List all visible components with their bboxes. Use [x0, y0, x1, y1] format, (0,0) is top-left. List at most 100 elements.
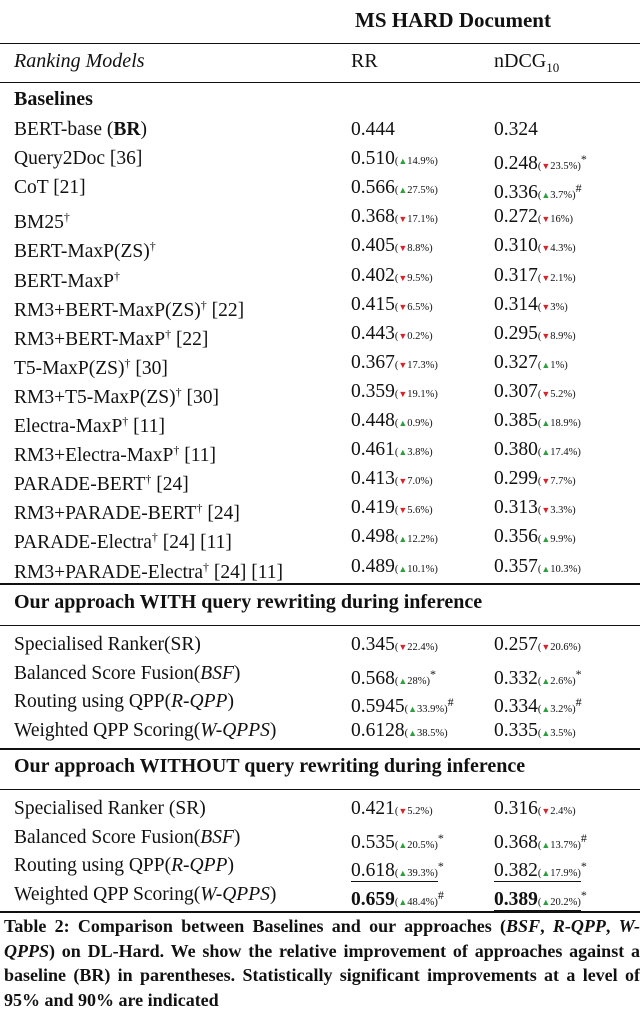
- caption-part-3: ,: [605, 916, 619, 936]
- rr-change-value: 6.5%: [407, 301, 430, 313]
- model-name-italic: BSF: [200, 826, 234, 848]
- model-name: RM3+BERT-MaxP(ZS)† [22]: [14, 291, 244, 325]
- rr-value: 0.419: [351, 497, 395, 519]
- up-arrow-icon: ▲: [541, 727, 551, 738]
- rr-value: 0.510: [351, 148, 395, 170]
- nd-change-value: 4.3%: [550, 243, 573, 255]
- down-arrow-icon: ▼: [541, 476, 551, 487]
- nd-cell: 0.335(▲3.5%): [494, 717, 576, 748]
- rr-change-value: 5.2%: [407, 806, 430, 817]
- rr-significance-mark: #: [447, 695, 454, 709]
- nd-significance-mark: #: [575, 181, 582, 196]
- rr-change-value: 10.1%: [407, 563, 435, 575]
- nd-value: 0.272: [494, 206, 538, 228]
- model-name-suffix: [11]: [128, 416, 165, 437]
- nd-change: (▲3.5%): [537, 727, 576, 739]
- rr-cell: 0.421(▼5.2%): [351, 795, 433, 826]
- nd-value: 0.295: [494, 322, 538, 344]
- nd-underline: 0.389(▲20.2%): [494, 889, 581, 912]
- nd-cell: 0.336(▲3.7%)#: [494, 174, 582, 210]
- nd-change-value: 9.9%: [550, 534, 573, 546]
- model-name-suffix: [30]: [130, 357, 168, 379]
- rr-value: 0.444: [351, 119, 395, 140]
- ndcg-label: nDCG: [494, 50, 547, 72]
- rr-value: 0.498: [351, 526, 395, 548]
- nd-value: 0.299: [494, 468, 538, 490]
- nd-value: 0.332: [494, 667, 538, 689]
- model-name-bold: BR: [113, 119, 141, 140]
- nd-cell: 0.313(▼3.3%): [494, 494, 576, 525]
- rr-change: (▼22.4%): [394, 642, 438, 653]
- model-name-text: RM3+PARADE-BERT: [14, 503, 197, 525]
- nd-change: (▼2.4%): [537, 806, 576, 817]
- rr-cell: 0.345(▼22.4%): [351, 631, 438, 662]
- nd-change-value: 3.2%: [550, 704, 573, 715]
- model-name-text: RM3+Electra-MaxP: [14, 445, 174, 467]
- header-rule: [0, 82, 640, 83]
- down-arrow-icon: ▼: [541, 272, 551, 283]
- nd-change-value: 13.7%: [550, 839, 578, 851]
- up-arrow-icon: ▲: [541, 897, 551, 908]
- rr-cell: 0.448(▲0.9%): [351, 407, 433, 438]
- col-header-model: Ranking Models: [14, 50, 145, 72]
- nd-change: (▼2.1%): [537, 272, 576, 284]
- up-arrow-icon: ▲: [398, 156, 408, 167]
- nd-change: (▲17.4%): [537, 447, 581, 459]
- rr-change-value: 9.5%: [407, 272, 430, 284]
- model-name: Specialised Ranker (SR): [14, 795, 206, 823]
- nd-value: 0.310: [494, 235, 538, 257]
- rr-change-value: 0.9%: [407, 418, 430, 429]
- dagger-mark: †: [122, 414, 129, 428]
- nd-value: 0.316: [494, 798, 538, 819]
- rr-cell: 0.444: [351, 116, 395, 144]
- nd-cell: 0.272(▼16%): [494, 203, 573, 234]
- rr-change: (▼7.0%): [394, 476, 433, 488]
- model-name: BERT-MaxP†: [14, 262, 120, 296]
- nd-change-value: 2.4%: [550, 806, 573, 817]
- model-name: Weighted QPP Scoring(W-QPPS): [14, 881, 276, 909]
- rr-change-value: 27.5%: [407, 185, 435, 197]
- nd-change-value: 17.9%: [550, 868, 578, 880]
- dagger-mark: †: [175, 384, 182, 399]
- nd-change: (▼20.6%): [537, 642, 581, 653]
- model-name-suffix: [11]: [179, 445, 217, 467]
- nd-value: 0.368: [494, 831, 538, 853]
- rr-cell: 0.405(▼8.8%): [351, 232, 433, 263]
- model-name-suffix: ): [227, 691, 234, 712]
- rr-value: 0.413: [351, 468, 395, 490]
- nd-value: 0.334: [494, 696, 538, 717]
- rr-change-value: 22.4%: [407, 642, 435, 653]
- rr-cell: 0.535(▲20.5%)*: [351, 824, 444, 860]
- model-name: Specialised Ranker(SR): [14, 631, 201, 659]
- nd-value: 0.248: [494, 153, 538, 175]
- caption-part-1: Table 2: Comparison between Baselines an…: [4, 916, 507, 936]
- rr-cell: 0.566(▲27.5%): [351, 174, 438, 205]
- rr-change: (▲48.4%): [394, 897, 438, 909]
- down-arrow-icon: ▼: [541, 505, 551, 516]
- caption-italic-wqpps: W-QPPS: [4, 916, 640, 961]
- rr-change: (▲39.3%): [394, 868, 438, 880]
- rr-change-value: 38.5%: [417, 727, 445, 739]
- nd-change-value: 20.2%: [550, 897, 578, 909]
- rr-cell: 0.415(▼6.5%): [351, 291, 433, 322]
- nd-value: 0.313: [494, 497, 538, 519]
- rr-cell: 0.6128(▲38.5%): [351, 717, 448, 748]
- down-arrow-icon: ▼: [398, 505, 408, 516]
- nd-value: 0.335: [494, 719, 538, 741]
- model-name-suffix: ): [140, 119, 147, 140]
- nd-cell: 0.356(▲9.9%): [494, 523, 576, 554]
- model-name-text: BERT-base (: [14, 119, 114, 140]
- model-name: Balanced Score Fusion(BSF): [14, 824, 240, 852]
- nd-cell: 0.357(▲10.3%): [494, 553, 581, 584]
- with-end-rule: [0, 748, 640, 750]
- nd-change: (▲13.7%): [537, 839, 581, 851]
- rr-cell: 0.419(▼5.6%): [351, 494, 433, 525]
- model-name-suffix: [24] [11]: [157, 532, 232, 554]
- model-name: T5-MaxP(ZS)† [30]: [14, 349, 168, 383]
- rr-value: 0.405: [351, 235, 395, 257]
- model-name-text: RM3+BERT-MaxP: [14, 328, 166, 350]
- rr-cell: 0.498(▲12.2%): [351, 523, 438, 554]
- nd-value: 0.380: [494, 439, 538, 461]
- nd-change: (▲1%): [537, 359, 568, 371]
- nd-change-value: 8.9%: [550, 330, 573, 342]
